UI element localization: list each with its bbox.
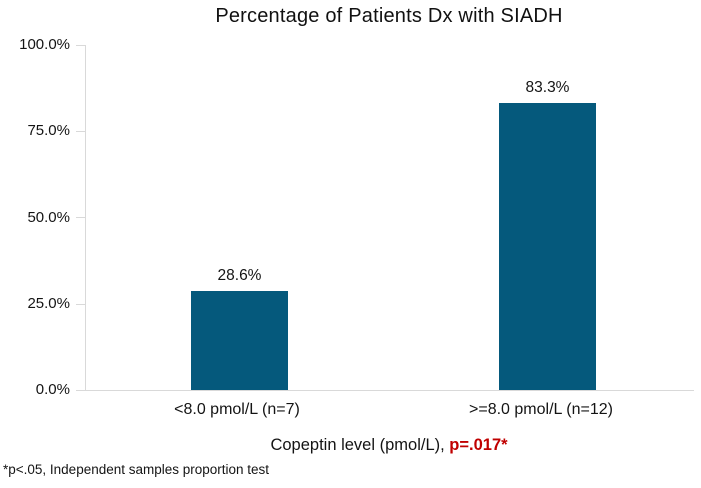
- bar-value-label: 28.6%: [217, 267, 262, 285]
- y-axis-tick-label: 100.0%: [19, 36, 70, 53]
- x-axis-pvalue: p=.017*: [449, 436, 508, 454]
- y-axis-tick-label: 0.0%: [35, 381, 70, 398]
- x-axis-category-label: <8.0 pmol/L (n=7): [174, 401, 300, 418]
- y-axis-tick-label: 75.0%: [27, 122, 70, 139]
- x-axis-title-text: Copeptin level (pmol/L),: [270, 436, 450, 454]
- y-axis-tick-label: 25.0%: [27, 295, 70, 312]
- y-axis-tick-mark: [76, 304, 85, 305]
- y-axis-tick-mark: [76, 45, 85, 46]
- bar: [499, 102, 596, 390]
- y-axis-tick-label: 50.0%: [27, 209, 70, 226]
- y-axis-tick-mark: [76, 131, 85, 132]
- bar: [191, 291, 288, 390]
- y-axis-tick-mark: [76, 390, 85, 391]
- y-axis-tick-mark: [76, 217, 85, 218]
- bar-value-label: 83.3%: [525, 78, 570, 96]
- plot-area: 28.6% 83.3%: [85, 45, 694, 391]
- x-axis-title: Copeptin level (pmol/L), p=.017*: [85, 434, 693, 456]
- chart-footnote: *p<.05, Independent samples proportion t…: [3, 462, 270, 477]
- chart-title: Percentage of Patients Dx with SIADH: [215, 5, 563, 27]
- x-axis-category-label: >=8.0 pmol/L (n=12): [469, 401, 613, 418]
